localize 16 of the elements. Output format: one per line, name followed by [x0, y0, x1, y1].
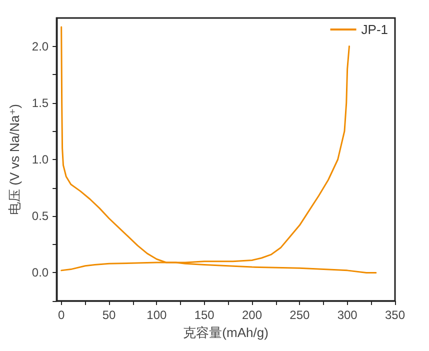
x-tick-label: 200 [242, 308, 262, 322]
y-tick-label: 0.5 [32, 209, 49, 224]
y-tick-label: 2.0 [32, 39, 49, 54]
x-axis-title: 克容量(mAh/g) [183, 324, 268, 340]
x-tick-label: 150 [194, 308, 215, 322]
y-tick-label: 0.0 [32, 266, 49, 280]
x-tick-label: 0 [58, 308, 66, 322]
y-axis-title: 电压 (V vs Na/Na⁺) [7, 104, 22, 215]
x-tick-label: 350 [384, 308, 406, 322]
x-tick-label: 300 [337, 308, 358, 322]
x-tick-label: 100 [146, 308, 168, 322]
x-tick-label: 50 [102, 308, 116, 322]
x-tick-label: 250 [290, 308, 310, 322]
y-tick-label: 1.5 [32, 96, 49, 110]
y-tick-label: 1.0 [32, 152, 49, 166]
legend-label: JP-1 [361, 22, 388, 37]
